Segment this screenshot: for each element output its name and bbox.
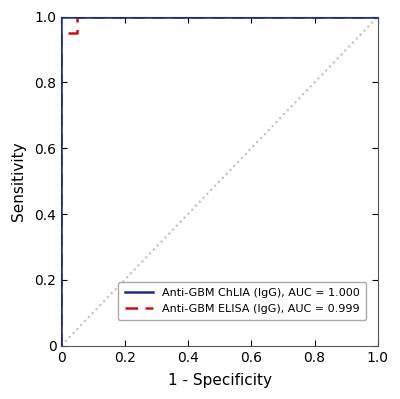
X-axis label: 1 - Specificity: 1 - Specificity (168, 373, 272, 388)
Legend: Anti-GBM ChLIA (IgG), AUC = 1.000, Anti-GBM ELISA (IgG), AUC = 0.999: Anti-GBM ChLIA (IgG), AUC = 1.000, Anti-… (118, 282, 366, 320)
Y-axis label: Sensitivity: Sensitivity (11, 141, 26, 221)
